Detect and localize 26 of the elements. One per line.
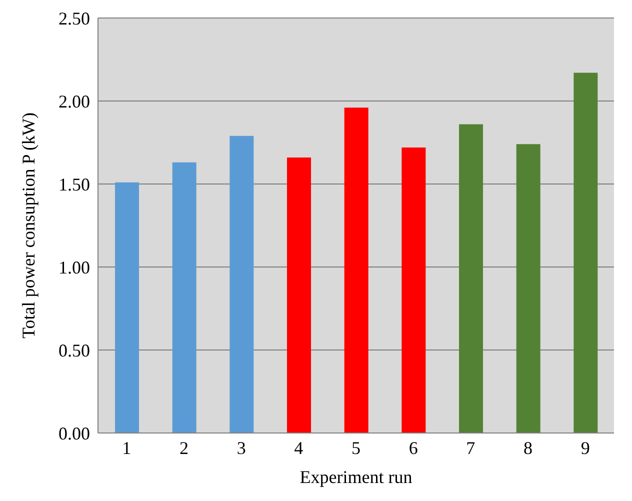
y-tick-label: 0.00 — [58, 423, 90, 444]
bar — [402, 147, 426, 433]
y-tick-label: 2.00 — [58, 91, 90, 112]
y-tick-label: 0.50 — [58, 340, 90, 360]
bar — [459, 124, 483, 433]
x-axis-title: Experiment run — [300, 467, 412, 487]
x-tick-label: 7 — [466, 438, 476, 458]
x-tick-label: 2 — [180, 438, 188, 458]
x-tick-label: 8 — [524, 438, 532, 458]
y-axis-title: Total power consuption P (kW) — [18, 112, 38, 339]
bar — [574, 72, 598, 433]
bar — [172, 162, 196, 433]
y-tick-label: 2.50 — [58, 8, 90, 28]
x-tick-label: 5 — [352, 438, 360, 458]
bar — [516, 144, 540, 433]
x-tick-label: 9 — [580, 438, 590, 458]
bar — [115, 182, 139, 433]
bar — [287, 157, 311, 433]
bar — [230, 136, 254, 433]
y-tick-label: 1.50 — [58, 174, 90, 194]
y-tick-label: 1.00 — [58, 257, 90, 278]
x-tick-label: 3 — [236, 438, 246, 458]
x-tick-label: 1 — [122, 438, 132, 458]
x-tick-label: 4 — [294, 438, 304, 458]
x-tick-label: 6 — [408, 438, 418, 458]
bar — [344, 108, 368, 433]
